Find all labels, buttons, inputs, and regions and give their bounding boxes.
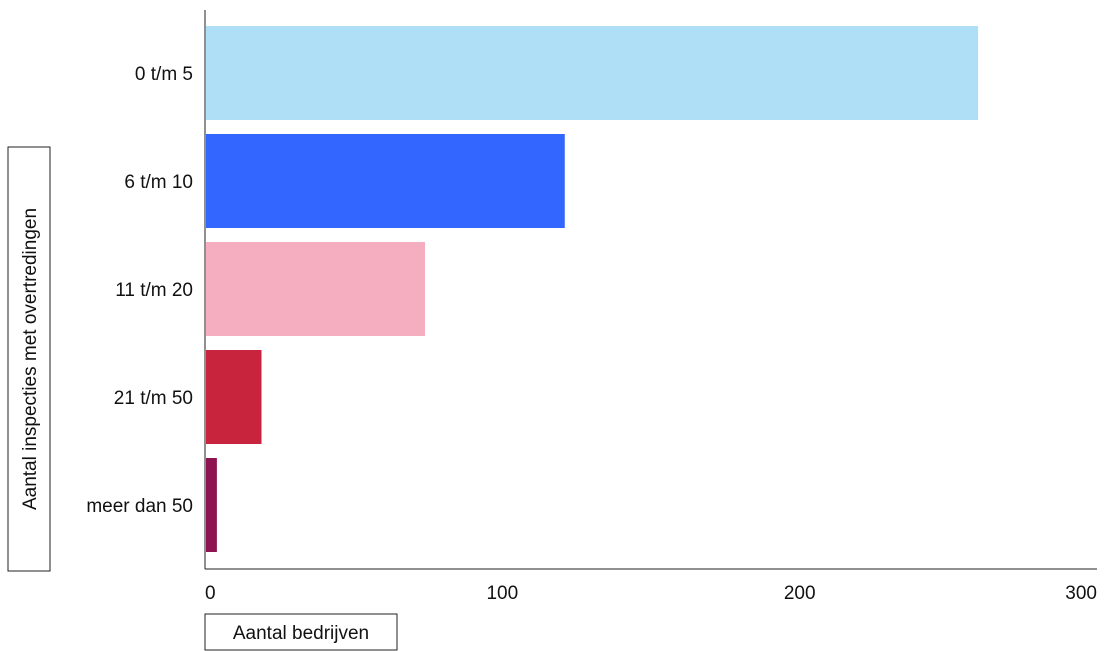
bar-2 (206, 134, 565, 228)
category-label: 0 t/m 5 (135, 64, 193, 85)
bar-4 (206, 350, 262, 444)
y-axis-title: Aantal inspecties met overtredingen (7, 146, 51, 572)
x-tick-labels: 0 100 200 300 (205, 583, 1097, 604)
x-tick-label: 100 (486, 583, 518, 604)
x-tick-label: 200 (784, 583, 816, 604)
y-axis-title-box (7, 146, 51, 572)
y-axis-title-text: Aantal inspecties met overtredingen (20, 208, 41, 510)
category-label: meer dan 50 (86, 496, 193, 517)
x-axis-title: Aantal bedrijven (204, 613, 398, 651)
x-axis-title-box (204, 613, 398, 651)
x-tick-label: 0 (205, 583, 216, 604)
x-axis-title-text: Aantal bedrijven (233, 623, 369, 644)
category-label: 21 t/m 50 (114, 388, 193, 409)
category-label: 6 t/m 10 (124, 172, 193, 193)
category-label: 11 t/m 20 (115, 280, 193, 301)
bar-3 (206, 242, 426, 336)
bar-5 (206, 458, 217, 552)
bars-group (206, 26, 979, 552)
bar-1 (206, 26, 979, 120)
x-tick-label: 300 (1065, 583, 1097, 604)
category-labels: 0 t/m 5 6 t/m 10 11 t/m 20 21 t/m 50 meer da… (86, 64, 193, 517)
